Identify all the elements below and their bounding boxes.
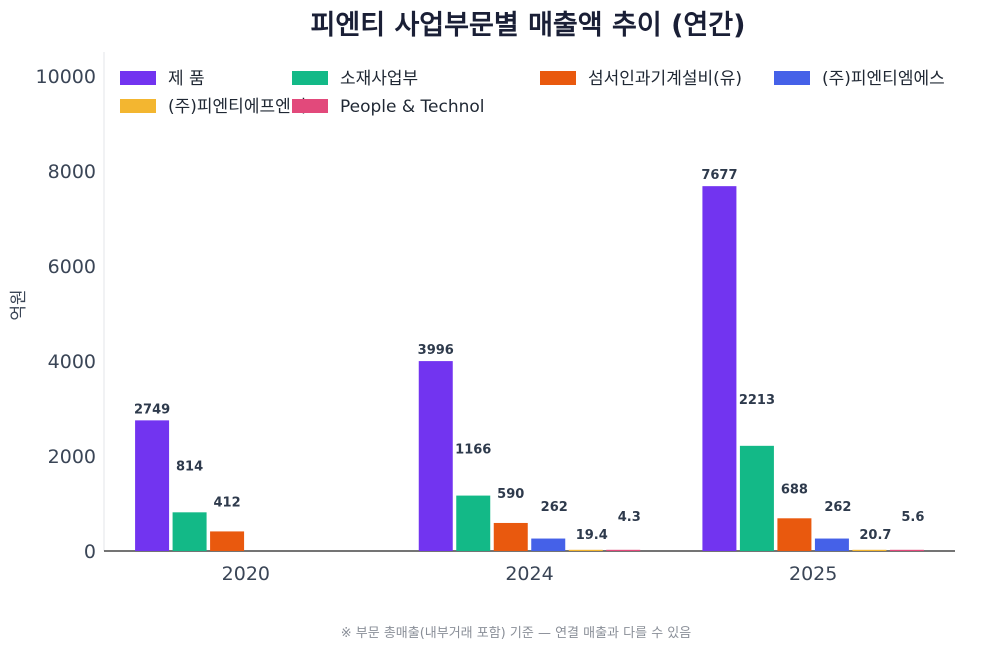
legend-label: 소재사업부 [340,69,418,89]
data-labels: 2749 814 412 3996 1166 590 262 19.4 4.3 7677 2213 6… [134,168,924,543]
y-tick-label: 6000 [48,256,96,278]
data-label: 412 [214,495,241,510]
bar [889,549,924,551]
data-label: 3996 [418,343,454,358]
chart-title: 피엔티 사업부문별 매출액 추이 (연간) [311,10,746,41]
bar [606,549,641,551]
legend-swatch [292,71,328,85]
y-tick-label: 0 [84,541,96,563]
y-tick-label: 8000 [48,161,96,183]
data-label: 4.3 [618,510,641,525]
data-label: 2213 [739,393,775,408]
y-axis-label: 억원 [9,289,29,320]
data-label: 19.4 [576,528,608,543]
legend-label: (주)피엔티에프엔비 [168,97,306,117]
y-tick-label: 10000 [36,66,96,88]
data-label: 262 [824,500,851,515]
data-label: 5.6 [901,510,924,525]
data-label: 688 [781,482,808,497]
y-tick-label: 2000 [48,446,96,468]
bar [568,549,603,551]
bar [172,512,207,551]
bar [702,186,737,551]
bar [852,549,887,551]
data-label: 20.7 [859,528,891,543]
footnote: ※ 부문 총매출(내부거래 포함) 기준 — 연결 매출과 다를 수 있음 [341,626,691,641]
bar [456,495,491,551]
legend-label: 제 품 [168,69,205,89]
legend-swatch [540,71,576,85]
legend-swatch [120,71,156,85]
x-tick-label: 2025 [789,563,837,585]
x-tick-label: 2020 [222,563,270,585]
legend-label: 섬서인과기계설비(유) [588,69,742,89]
bar [135,420,170,551]
bar [814,538,849,551]
data-label: 814 [176,459,203,474]
bar [418,361,453,551]
bar [777,518,812,551]
axes: 0 2000 4000 6000 8000 10000 2020 2024 2025 [36,52,955,585]
y-tick-label: 4000 [48,351,96,373]
data-label: 590 [497,487,524,502]
bar [210,531,245,551]
data-label: 262 [541,500,568,515]
legend-swatch [292,99,328,113]
bar [531,538,566,551]
data-label: 7677 [701,168,737,183]
data-label: 2749 [134,402,170,417]
legend: 제 품 소재사업부 섬서인과기계설비(유) (주)피엔티엠에스 (주)피엔티에프엔비 Pe… [120,69,945,117]
x-tick-label: 2024 [505,563,553,585]
legend-label: People & Technol [340,97,485,117]
data-label: 1166 [455,443,491,458]
bar [739,445,774,551]
legend-swatch [774,71,810,85]
bar [493,522,528,551]
legend-swatch [120,99,156,113]
bars [135,186,924,551]
legend-label: (주)피엔티엠에스 [822,69,945,89]
